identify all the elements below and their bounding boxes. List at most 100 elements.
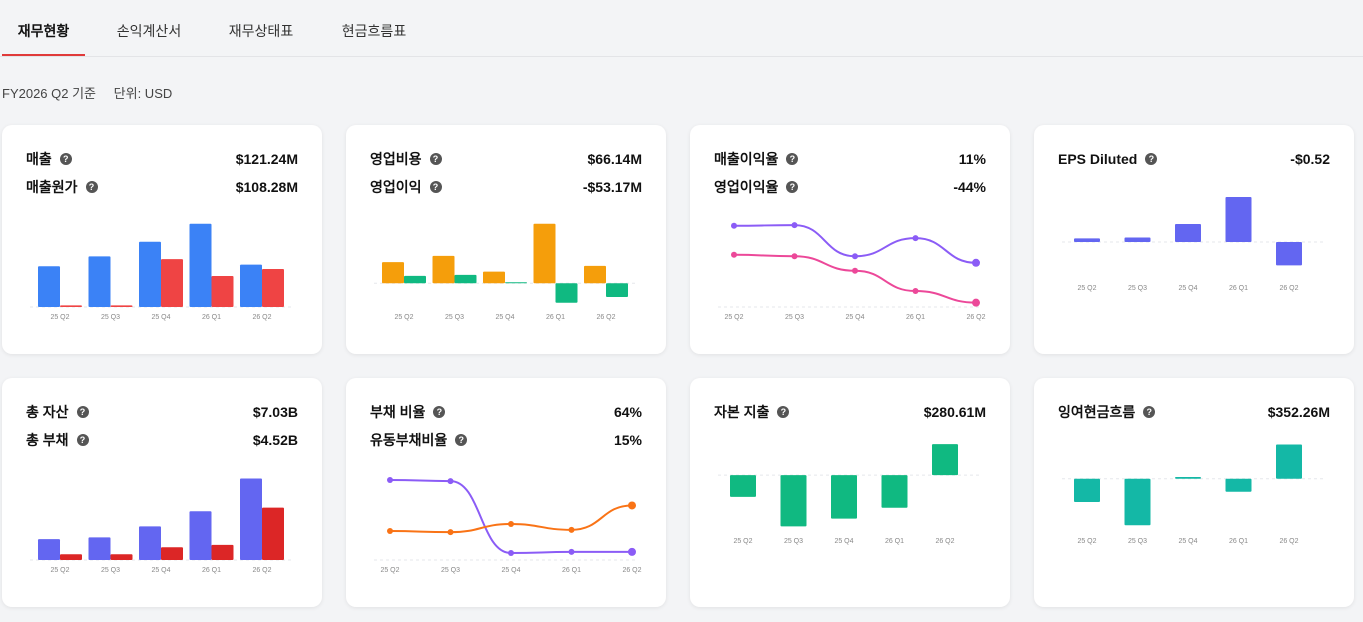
help-icon[interactable]: ? <box>786 153 799 165</box>
data-point[interactable] <box>628 547 636 556</box>
bar[interactable] <box>1276 242 1302 266</box>
help-icon[interactable]: ? <box>76 406 89 418</box>
bar[interactable] <box>780 475 807 527</box>
bar[interactable] <box>161 259 183 307</box>
metric-label: 부채 비율? <box>370 402 446 422</box>
bar[interactable] <box>110 554 133 560</box>
metric-row: 자본 지출? $280.61M <box>714 402 986 422</box>
help-icon[interactable]: ? <box>76 434 89 446</box>
bar[interactable] <box>881 475 908 508</box>
bar[interactable] <box>831 475 857 519</box>
x-tick-label: 25 Q4 <box>834 538 853 545</box>
bar[interactable] <box>1175 477 1201 479</box>
data-point[interactable] <box>912 235 919 242</box>
bar[interactable] <box>110 305 133 307</box>
bar[interactable] <box>189 511 212 560</box>
bar[interactable] <box>211 276 234 307</box>
help-icon[interactable]: ? <box>85 181 98 193</box>
bar[interactable] <box>404 275 426 284</box>
data-point[interactable] <box>972 298 980 307</box>
data-point[interactable] <box>387 528 393 534</box>
bar[interactable] <box>606 283 628 297</box>
bar[interactable] <box>1074 478 1100 502</box>
bar[interactable] <box>1175 224 1201 242</box>
bar[interactable] <box>533 223 556 284</box>
tab-bar: 재무현황 손익계산서 재무상태표 현금흐름표 <box>0 0 1363 57</box>
tab-cash-flow[interactable]: 현금흐름표 <box>341 23 407 39</box>
bar[interactable] <box>88 256 111 307</box>
period-label: FY2026 Q2 기준 <box>2 86 97 101</box>
bar[interactable] <box>454 274 477 284</box>
bar[interactable] <box>88 537 111 560</box>
data-point[interactable] <box>912 288 919 295</box>
bar[interactable] <box>60 554 82 560</box>
metric-row: 영업이익? -$53.17M <box>370 177 642 197</box>
x-tick-label: 25 Q4 <box>151 567 170 574</box>
help-icon[interactable]: ? <box>777 406 790 418</box>
bar[interactable] <box>382 262 404 284</box>
data-point[interactable] <box>731 222 737 229</box>
bar[interactable] <box>240 478 262 560</box>
bar[interactable] <box>505 282 527 284</box>
help-icon[interactable]: ? <box>455 434 468 446</box>
help-icon[interactable]: ? <box>786 181 799 193</box>
data-point[interactable] <box>568 548 575 555</box>
metric-label: 영업비용? <box>370 149 442 169</box>
tab-balance-sheet[interactable]: 재무상태표 <box>228 23 294 39</box>
x-tick-label: 25 Q2 <box>1077 285 1096 292</box>
help-icon[interactable]: ? <box>429 181 442 193</box>
tab-overview[interactable]: 재무현황 <box>2 0 85 56</box>
x-tick-label: 25 Q2 <box>733 538 752 545</box>
data-point[interactable] <box>568 526 575 533</box>
metric-label: 영업이익? <box>370 177 442 197</box>
bar[interactable] <box>139 241 161 307</box>
metric-label-text: 자본 지출 <box>714 404 770 420</box>
data-point[interactable] <box>508 521 514 528</box>
help-icon[interactable]: ? <box>1143 406 1156 418</box>
bar[interactable] <box>932 444 958 476</box>
bar[interactable] <box>139 526 161 560</box>
data-point[interactable] <box>972 258 980 267</box>
bar[interactable] <box>189 223 212 307</box>
bar[interactable] <box>1225 197 1252 242</box>
x-tick-label: 26 Q1 <box>562 567 581 574</box>
metric-label: 잉여현금흐름? <box>1058 402 1156 422</box>
bar[interactable] <box>1276 444 1302 479</box>
help-icon[interactable]: ? <box>433 406 446 418</box>
bar[interactable] <box>262 507 284 560</box>
data-point[interactable] <box>731 251 737 258</box>
bar[interactable] <box>1124 478 1151 526</box>
revenue-card: 매출? $121.24M 매출원가? $108.28M 25 Q2 25 Q3 25 Q4 2… <box>2 125 322 354</box>
data-point[interactable] <box>447 529 454 536</box>
data-point[interactable] <box>447 478 454 485</box>
data-point[interactable] <box>852 267 858 274</box>
bar[interactable] <box>1124 237 1151 243</box>
assets-card: 총 자산? $7.03B 총 부채? $4.52B 25 Q2 25 Q3 25 Q4 26 … <box>2 378 322 607</box>
bar[interactable] <box>240 264 262 307</box>
help-icon[interactable]: ? <box>59 153 72 165</box>
bar[interactable] <box>555 283 578 303</box>
help-icon[interactable]: ? <box>429 153 442 165</box>
bar[interactable] <box>730 475 756 497</box>
bar[interactable] <box>60 305 82 307</box>
metric-label-text: 총 자산 <box>26 404 69 420</box>
x-tick-label: 25 Q3 <box>441 567 460 574</box>
data-point[interactable] <box>387 476 393 483</box>
data-point[interactable] <box>791 222 798 229</box>
tab-income-statement[interactable]: 손익계산서 <box>116 23 182 39</box>
data-point[interactable] <box>628 501 636 510</box>
help-icon[interactable]: ? <box>1145 153 1158 165</box>
bar[interactable] <box>161 547 183 560</box>
bar[interactable] <box>211 544 234 560</box>
bar[interactable] <box>38 266 60 307</box>
bar[interactable] <box>38 539 60 560</box>
bar[interactable] <box>1074 238 1100 242</box>
bar[interactable] <box>483 271 505 284</box>
bar[interactable] <box>1225 478 1252 492</box>
bar[interactable] <box>432 255 455 284</box>
data-point[interactable] <box>508 550 514 557</box>
data-point[interactable] <box>791 253 798 260</box>
bar[interactable] <box>584 265 606 284</box>
data-point[interactable] <box>852 253 858 260</box>
bar[interactable] <box>262 268 284 307</box>
